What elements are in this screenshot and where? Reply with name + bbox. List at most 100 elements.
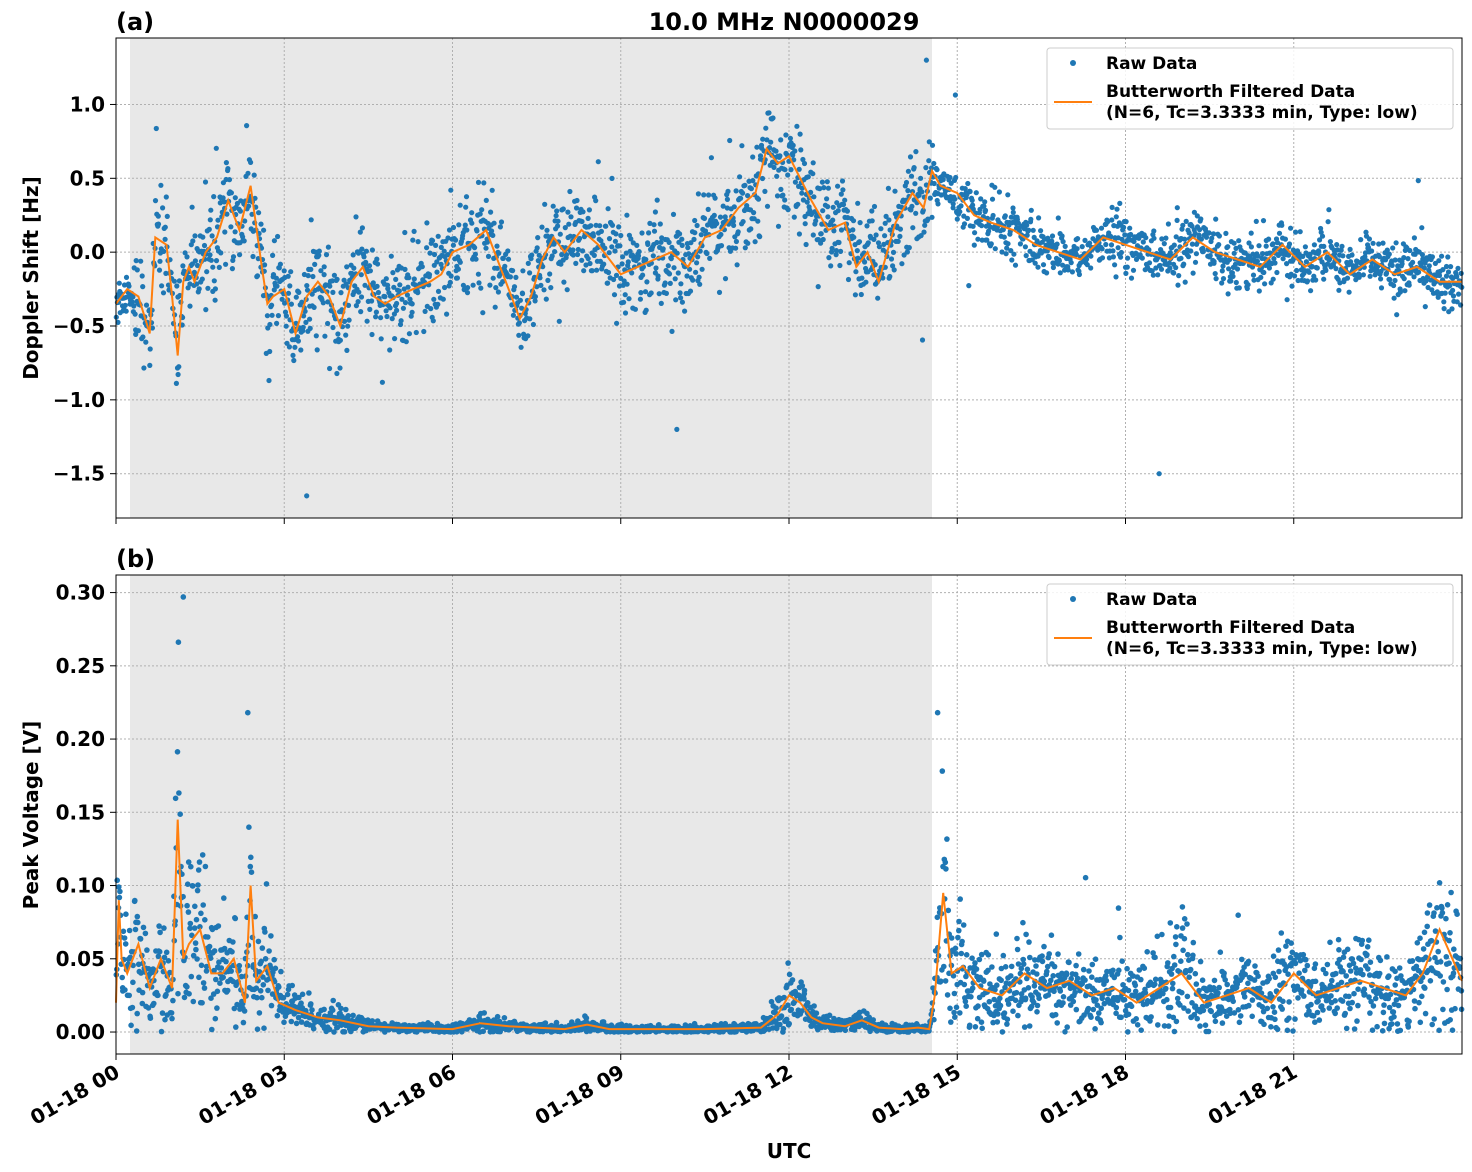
raw-data-point	[998, 977, 1004, 984]
raw-data-point	[140, 924, 147, 931]
raw-data-point	[325, 299, 331, 305]
raw-data-point	[561, 279, 567, 285]
raw-data-point	[192, 940, 199, 946]
raw-data-point	[1323, 267, 1329, 273]
raw-data-point	[694, 222, 700, 229]
raw-data-point	[1394, 312, 1400, 318]
raw-data-point	[453, 237, 459, 243]
raw-data-point	[331, 272, 337, 278]
raw-data-point	[1181, 1005, 1187, 1011]
raw-data-point	[450, 224, 457, 231]
raw-data-point	[268, 933, 274, 939]
raw-data-point	[1300, 253, 1306, 259]
raw-data-point	[999, 1029, 1006, 1035]
raw-data-point	[677, 290, 683, 296]
raw-data-point	[1390, 245, 1396, 251]
raw-data-point	[647, 220, 653, 226]
raw-data-point	[282, 309, 289, 315]
raw-data-point	[579, 218, 585, 225]
raw-data-point	[406, 275, 412, 281]
raw-data-point	[670, 211, 677, 217]
raw-data-point	[1221, 970, 1227, 976]
raw-data-point	[405, 284, 411, 290]
raw-data-point	[121, 935, 128, 941]
raw-data-point	[330, 289, 336, 295]
raw-data-point	[1063, 971, 1070, 978]
raw-data-point	[1064, 1024, 1070, 1030]
raw-data-point	[1079, 244, 1085, 250]
raw-data-point	[1363, 229, 1369, 235]
raw-data-point	[875, 240, 882, 246]
raw-data-point	[1020, 919, 1026, 926]
raw-data-point	[948, 1019, 954, 1025]
raw-data-point	[285, 273, 291, 279]
raw-data-point	[133, 258, 139, 264]
raw-data-point	[469, 220, 475, 226]
raw-data-point	[487, 282, 493, 288]
legend-filtered-label-a-line1: Butterworth Filtered Data	[1106, 82, 1355, 102]
raw-data-point	[155, 992, 161, 999]
raw-data-point	[1088, 1014, 1094, 1020]
raw-data-point	[887, 227, 893, 233]
raw-data-point	[1213, 216, 1219, 222]
raw-data-point	[976, 956, 983, 963]
raw-data-point	[1086, 968, 1092, 974]
raw-data-point	[187, 920, 194, 927]
raw-data-point	[350, 252, 356, 258]
raw-data-point	[1122, 232, 1128, 238]
raw-data-point	[145, 1005, 152, 1011]
raw-data-point	[475, 179, 482, 185]
raw-data-point	[1358, 237, 1364, 243]
raw-data-point	[1276, 230, 1283, 236]
raw-data-point	[801, 987, 808, 994]
raw-data-point	[969, 955, 975, 961]
raw-data-point	[1110, 254, 1116, 260]
raw-data-point	[252, 195, 258, 201]
raw-data-point	[952, 196, 958, 202]
raw-data-point	[384, 313, 390, 320]
raw-data-point	[585, 215, 591, 221]
raw-data-point	[829, 245, 835, 251]
raw-data-point	[165, 958, 172, 964]
raw-data-point	[565, 209, 571, 215]
raw-data-point	[1173, 234, 1179, 240]
raw-data-point	[1260, 251, 1266, 257]
raw-data-point	[156, 923, 162, 929]
raw-data-point	[387, 305, 393, 311]
raw-data-point	[1421, 265, 1427, 271]
raw-data-point	[1242, 971, 1248, 978]
raw-data-point	[778, 186, 784, 192]
raw-data-point	[618, 232, 624, 239]
raw-data-point	[129, 1004, 136, 1011]
raw-data-point	[187, 925, 193, 932]
raw-data-point	[1450, 287, 1456, 293]
raw-data-point	[1044, 270, 1050, 276]
raw-data-point	[1192, 970, 1199, 977]
raw-data-point	[928, 165, 935, 171]
raw-data-point	[1166, 260, 1172, 266]
raw-data-point	[477, 211, 483, 217]
raw-data-point	[1131, 238, 1137, 245]
raw-data-point	[483, 245, 489, 251]
raw-data-point	[1253, 218, 1259, 224]
raw-data-point	[163, 991, 169, 998]
raw-data-point	[724, 196, 731, 202]
raw-data-point	[1289, 283, 1295, 289]
raw-data-point	[990, 212, 996, 219]
raw-data-point	[612, 248, 618, 254]
raw-data-point	[651, 222, 657, 228]
raw-data-point	[232, 195, 238, 201]
raw-data-point	[903, 179, 910, 186]
raw-data-point	[160, 205, 166, 211]
raw-data-point	[657, 221, 663, 227]
raw-data-point	[277, 261, 283, 267]
raw-data-point	[811, 1003, 817, 1009]
raw-data-point	[652, 209, 659, 215]
raw-data-point	[174, 283, 180, 289]
raw-data-point	[1116, 967, 1122, 974]
raw-data-point	[1391, 282, 1397, 289]
raw-data-point	[226, 177, 233, 183]
raw-data-point	[1278, 930, 1285, 936]
raw-data-point	[168, 1010, 175, 1016]
raw-data-point	[594, 267, 600, 273]
